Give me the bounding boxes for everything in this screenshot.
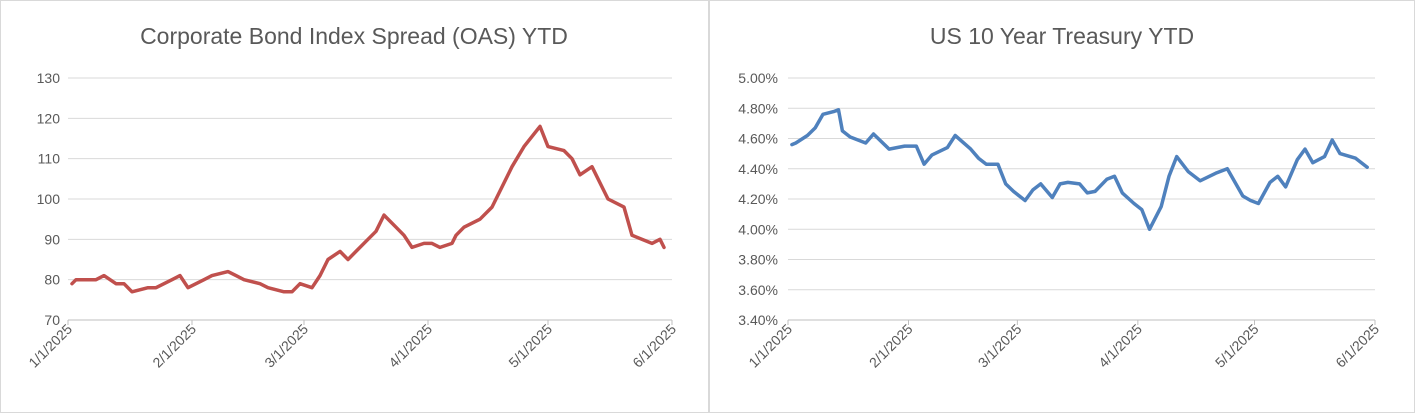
x-tick-label: 4/1/2025 [385, 321, 435, 371]
y-tick-labels: 130 120 110 100 90 80 70 [37, 70, 61, 328]
y-tick-label: 110 [38, 151, 61, 167]
treasury-chart: US 10 Year Treasury YTD 5.00% 4.80% 4.60… [738, 23, 1382, 371]
y-tick-label: 80 [44, 272, 60, 288]
gridlines [68, 77, 672, 321]
y-tick-label: 5.00% [738, 70, 778, 86]
y-tick-label: 70 [44, 312, 60, 328]
y-tick-label: 130 [37, 70, 61, 86]
y-tick-label: 4.20% [738, 191, 778, 207]
series-line [790, 108, 1369, 232]
chart-title: Corporate Bond Index Spread (OAS) YTD [140, 23, 568, 49]
y-tick-label: 4.40% [738, 161, 778, 177]
y-tick-label: 4.60% [738, 131, 778, 147]
x-tick-labels: 1/1/2025 2/1/2025 3/1/2025 4/1/2025 5/1/… [25, 321, 679, 371]
series-line [70, 124, 666, 294]
x-tick-label: 2/1/2025 [149, 321, 199, 371]
y-tick-label: 4.00% [738, 221, 778, 237]
y-tick-label: 90 [44, 231, 60, 247]
y-tick-label: 3.80% [738, 252, 778, 268]
chart-title: US 10 Year Treasury YTD [930, 23, 1194, 49]
x-tick-label: 1/1/2025 [745, 321, 795, 371]
x-tick-label: 3/1/2025 [975, 321, 1025, 371]
gridlines [788, 77, 1375, 321]
chart-panel-oas: Corporate Bond Index Spread (OAS) YTD 13… [0, 0, 709, 413]
x-tick-label: 4/1/2025 [1095, 321, 1145, 371]
y-tick-label: 120 [37, 110, 61, 126]
y-tick-label: 3.60% [738, 282, 778, 298]
y-tick-label: 100 [37, 191, 61, 207]
x-tick-labels: 1/1/2025 2/1/2025 3/1/2025 4/1/2025 5/1/… [745, 321, 1382, 371]
x-tick-label: 5/1/2025 [505, 321, 555, 371]
oas-chart: Corporate Bond Index Spread (OAS) YTD 13… [25, 23, 679, 371]
x-tick-label: 1/1/2025 [25, 321, 75, 371]
x-tick-label: 3/1/2025 [261, 321, 311, 371]
chart-panel-treasury: US 10 Year Treasury YTD 5.00% 4.80% 4.60… [709, 0, 1415, 413]
x-tick-label: 6/1/2025 [629, 321, 679, 371]
x-tick-label: 5/1/2025 [1212, 321, 1262, 371]
x-tick-label: 6/1/2025 [1332, 321, 1382, 371]
y-tick-label: 3.40% [738, 312, 778, 328]
y-tick-label: 4.80% [738, 100, 778, 116]
x-tick-label: 2/1/2025 [866, 321, 916, 371]
y-tick-labels: 5.00% 4.80% 4.60% 4.40% 4.20% 4.00% 3.80… [738, 70, 778, 328]
